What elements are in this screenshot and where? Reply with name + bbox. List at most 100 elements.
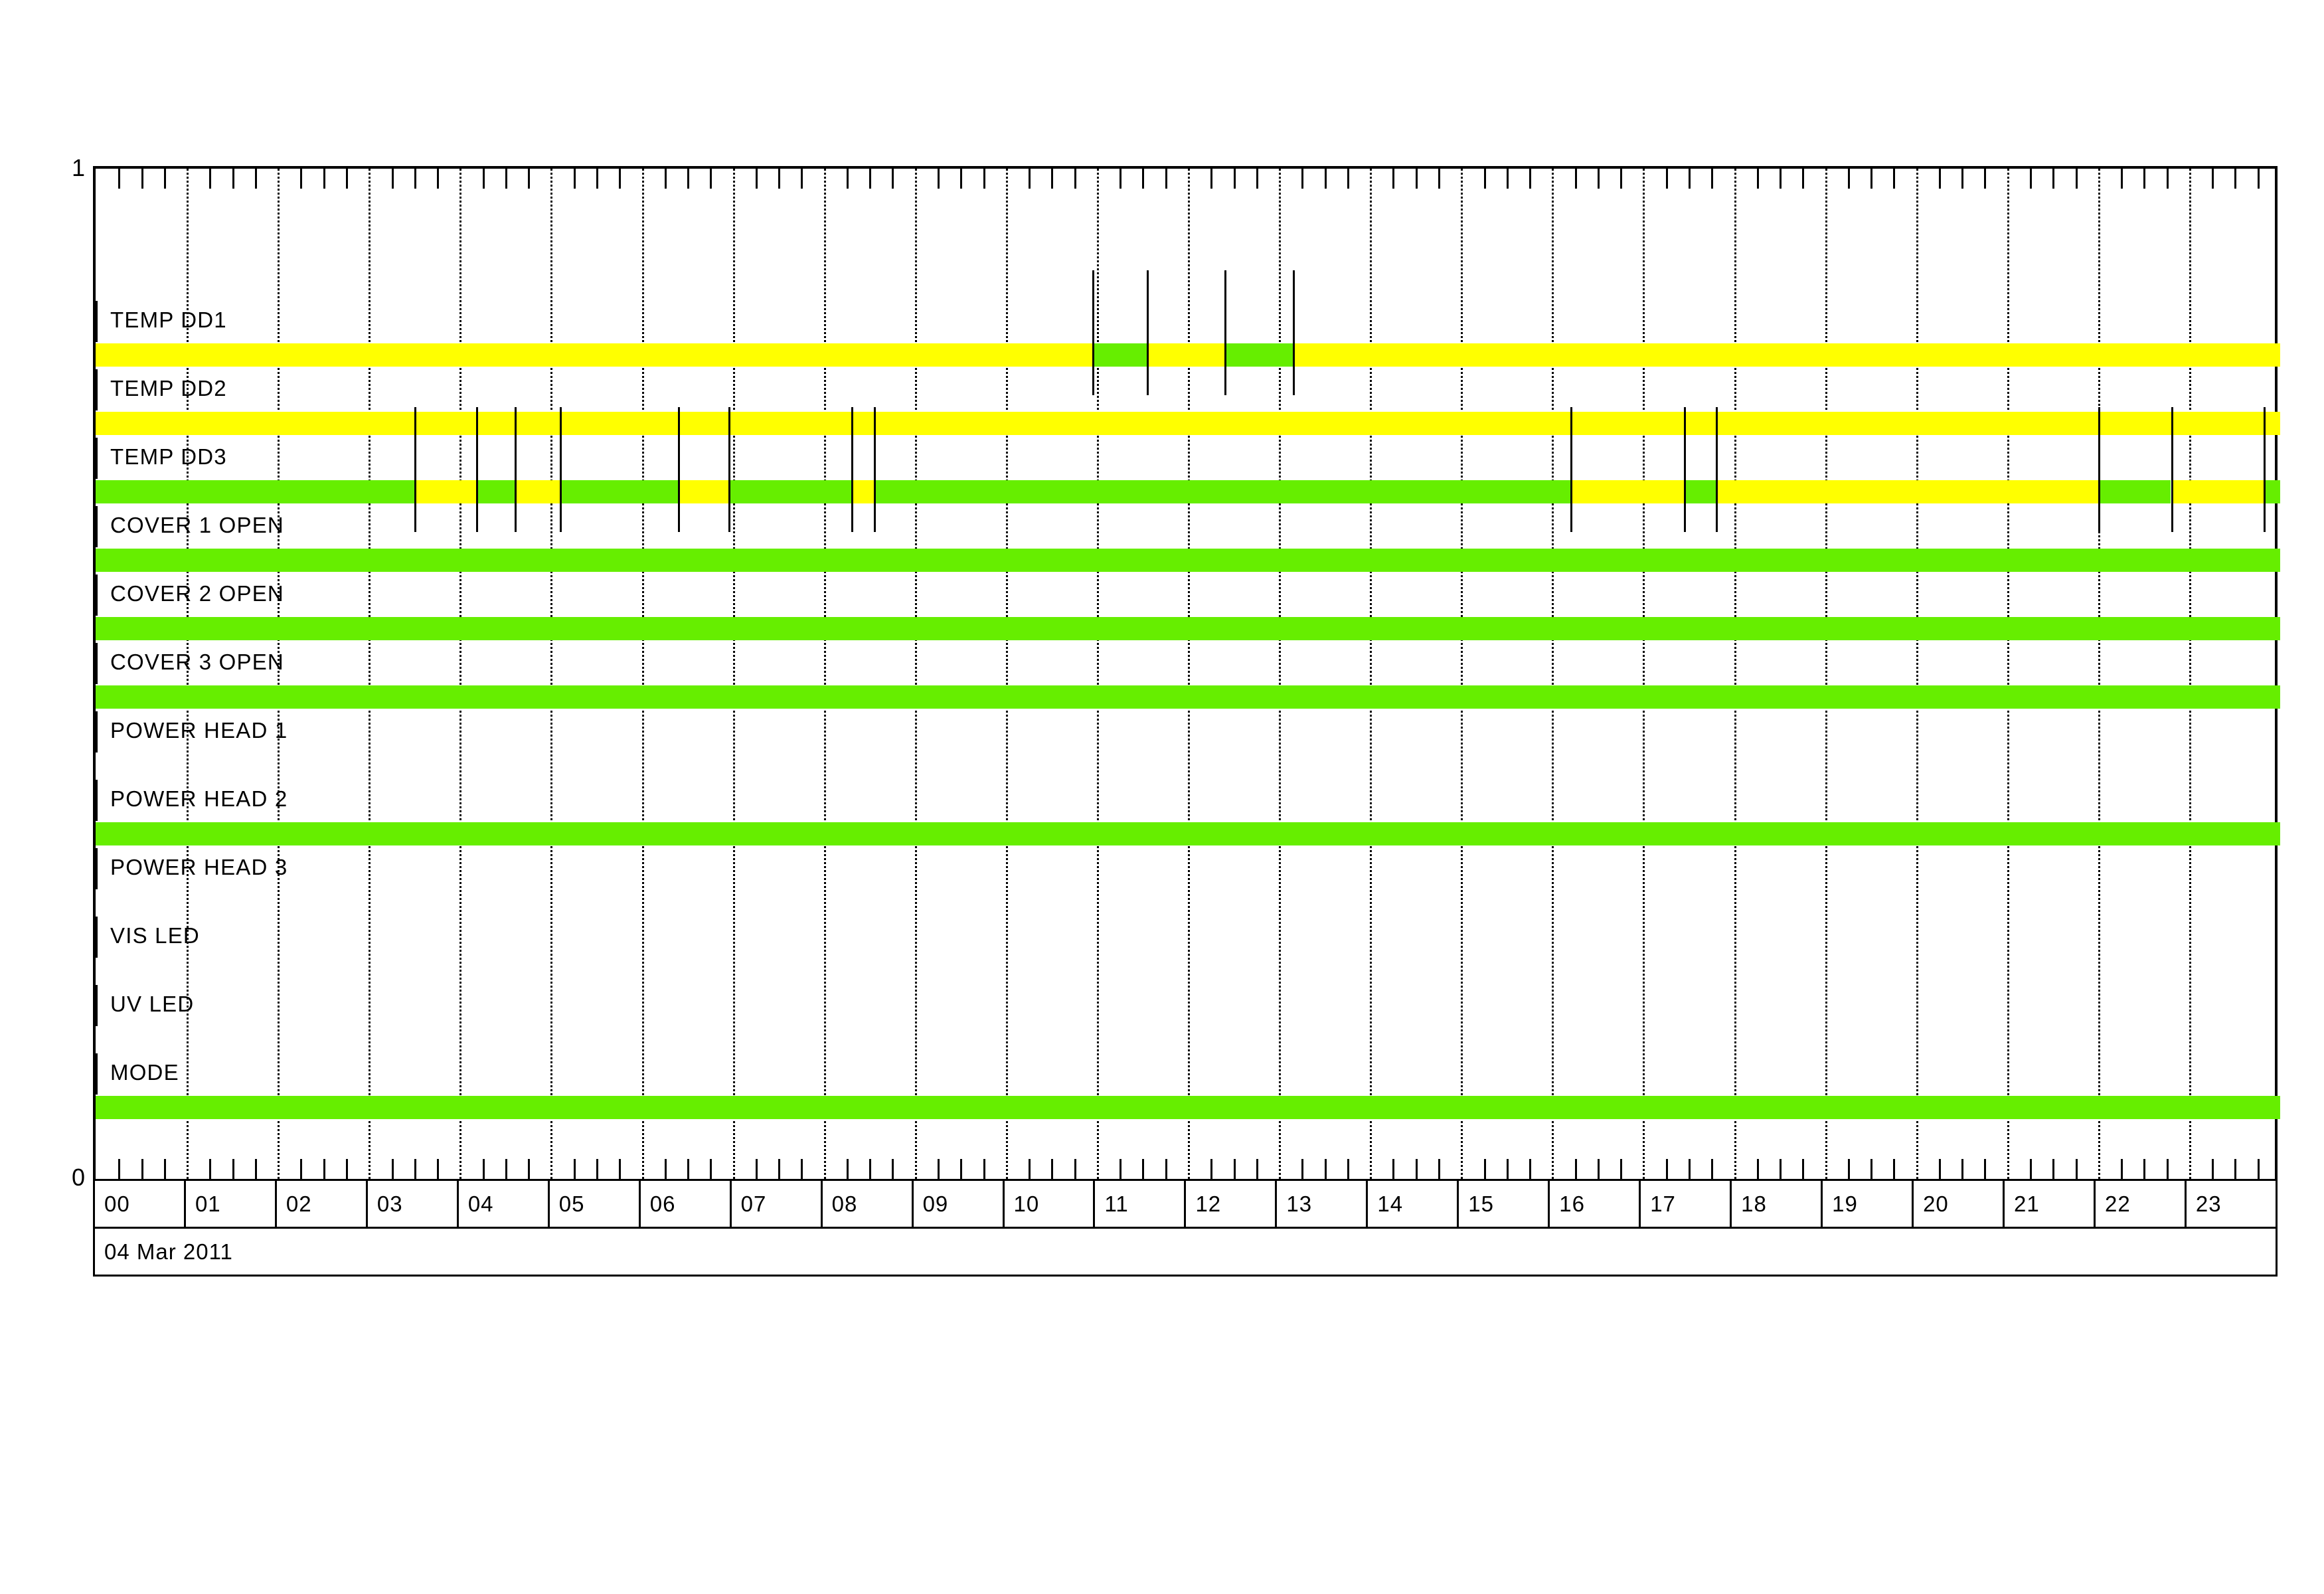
status-segment-green [96,1096,2280,1119]
tick-minor-top [2234,169,2237,189]
tick-minor-bottom [1620,1159,1623,1179]
event-marker [2098,407,2100,532]
tick-minor-top [710,169,712,189]
channel-row: POWER HEAD 2 [93,777,2280,845]
hour-cell: 18 [1732,1181,1823,1227]
hour-cell: 20 [1914,1181,2005,1227]
grid-line-hour [1734,169,1736,1179]
tick-minor-top [1597,169,1600,189]
y-axis-top-label: 1 [71,154,85,181]
tick-minor-bottom [2121,1159,2123,1179]
channel-row: MODE [93,1051,2280,1119]
tick-minor-bottom [1301,1159,1304,1179]
tick-minor-bottom [755,1159,758,1179]
channel-status-bar [96,1096,2280,1119]
hour-cell: 00 [95,1181,186,1227]
hour-cell: 08 [823,1181,914,1227]
tick-minor-bottom [1780,1159,1782,1179]
channel-label: POWER HEAD 1 [110,718,288,743]
event-marker [728,407,730,532]
grid-line-hour [914,169,917,1179]
hour-cell: 04 [459,1181,550,1227]
tick-minor-top [960,169,963,189]
channel-row-tick [93,917,98,958]
tick-minor-top [938,169,940,189]
tick-minor-top [1029,169,1031,189]
tick-minor-top [118,169,121,189]
tick-minor-top [1984,169,1987,189]
tick-minor-bottom [983,1159,985,1179]
grid-line-hour [187,169,189,1179]
tick-minor-bottom [482,1159,485,1179]
hour-cell: 02 [277,1181,368,1227]
tick-minor-bottom [2234,1159,2237,1179]
tick-minor-top [2212,169,2214,189]
event-marker [678,407,681,532]
tick-minor-bottom [1938,1159,1941,1179]
tick-minor-top [664,169,667,189]
status-segment-green [96,549,2280,572]
hour-cell: 15 [1459,1181,1550,1227]
hour-cell: 19 [1823,1181,1914,1227]
tick-minor-top [755,169,758,189]
tick-minor-top [1780,169,1782,189]
tick-minor-top [2143,169,2146,189]
hour-cell: 21 [2005,1181,2096,1227]
event-marker [1716,407,1718,532]
tick-minor-top [1210,169,1213,189]
channel-row: TEMP DD1 [93,270,2280,395]
tick-minor-bottom [687,1159,690,1179]
tick-minor-top [869,169,872,189]
status-segment-green [874,480,1570,503]
tick-minor-bottom [1984,1159,1987,1179]
tick-minor-bottom [1120,1159,1122,1179]
tick-minor-bottom [1324,1159,1327,1179]
status-segment-green [96,617,2280,640]
hour-cell: 22 [2096,1181,2187,1227]
event-marker [414,407,416,532]
tick-minor-bottom [2166,1159,2169,1179]
grid-line-hour [2189,169,2191,1179]
event-marker [874,407,876,532]
grid-line-hour [459,169,462,1179]
tick-minor-bottom [1256,1159,1258,1179]
tick-minor-top [2052,169,2055,189]
channel-row-tick [93,711,98,753]
hour-cell: 09 [914,1181,1005,1227]
channel-label: TEMP DD2 [110,376,227,400]
channel-status-bar [96,480,2280,503]
hour-cell: 14 [1368,1181,1459,1227]
hour-cell: 17 [1641,1181,1732,1227]
grid-line-hour [2098,169,2100,1179]
status-segment-yellow [1570,480,1685,503]
grid-line-hour [1825,169,1827,1179]
channel-row-tick [93,848,98,889]
tick-minor-bottom [1688,1159,1691,1179]
tick-minor-top [596,169,598,189]
tick-minor-bottom [1665,1159,1668,1179]
event-marker [476,407,478,532]
hour-cell: 13 [1277,1181,1369,1227]
tick-minor-bottom [2075,1159,2078,1179]
tick-minor-bottom [505,1159,507,1179]
tick-minor-bottom [1506,1159,1509,1179]
tick-minor-bottom [2143,1159,2146,1179]
channel-label: COVER 2 OPEN [110,581,284,606]
channel-row: COVER 3 OPEN [93,640,2280,709]
channel-label: TEMP DD3 [110,444,227,469]
tick-minor-top [846,169,849,189]
tick-minor-bottom [596,1159,598,1179]
tick-minor-bottom [1711,1159,1714,1179]
channel-row: COVER 2 OPEN [93,572,2280,640]
tick-minor-bottom [1574,1159,1577,1179]
event-marker [560,407,562,532]
channel-row-tick [93,575,98,616]
hour-cell: 06 [641,1181,732,1227]
tick-minor-top [687,169,690,189]
tick-minor-bottom [1029,1159,1031,1179]
channel-status-bar [96,822,2280,845]
channel-label: MODE [110,1060,179,1085]
tick-minor-bottom [938,1159,940,1179]
tick-minor-top [2166,169,2169,189]
